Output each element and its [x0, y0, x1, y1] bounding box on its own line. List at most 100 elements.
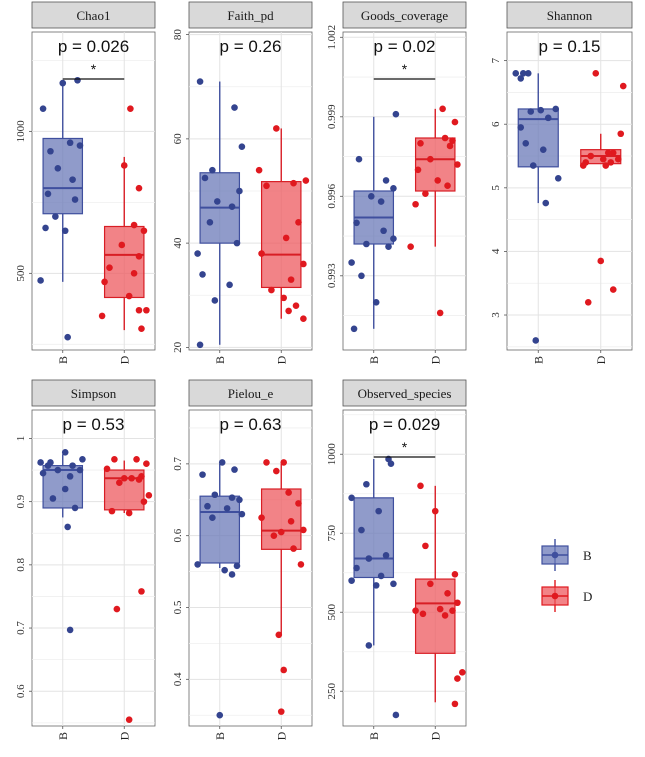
y-tick-label: 500: [15, 265, 27, 282]
y-tick-label: 0.6: [172, 528, 184, 542]
plot-area: [506, 31, 633, 351]
data-point-B: [54, 164, 62, 172]
x-tick-label: D: [594, 355, 608, 364]
data-point-B: [542, 199, 550, 207]
y-tick-label: 3: [490, 312, 502, 318]
data-point-D: [414, 166, 422, 174]
box-B: [42, 465, 84, 509]
data-point-B: [233, 562, 241, 570]
significance-star: *: [402, 61, 408, 77]
data-point-B: [61, 449, 69, 456]
data-point-B: [537, 106, 545, 114]
data-point-B: [69, 462, 76, 469]
data-point-D: [145, 492, 153, 499]
data-point-D: [604, 149, 612, 157]
data-point-D: [263, 182, 270, 190]
y-tick-label: 60: [172, 133, 184, 145]
y-tick-label: 0.9: [15, 494, 27, 508]
data-point-D: [140, 498, 148, 505]
data-point-B: [377, 198, 385, 205]
p-value: p = 0.026: [58, 37, 129, 56]
y-tick-label: 5: [490, 185, 502, 191]
data-point-B: [390, 235, 397, 242]
p-value: p = 0.02: [374, 37, 436, 56]
x-tick-label: D: [274, 355, 288, 364]
data-point-B: [353, 564, 360, 572]
data-point-D: [290, 545, 297, 552]
y-tick-label: 1: [15, 436, 27, 442]
data-point-D: [579, 162, 587, 169]
data-point-D: [592, 70, 600, 77]
data-point-B: [355, 155, 363, 163]
data-point-D: [300, 260, 307, 268]
data-point-B: [519, 70, 527, 77]
data-point-B: [552, 105, 560, 113]
data-point-D: [412, 200, 419, 208]
data-point-D: [292, 302, 300, 309]
data-point-D: [449, 137, 456, 144]
p-value: p = 0.53: [63, 415, 125, 434]
data-point-D: [275, 631, 283, 639]
data-point-B: [49, 495, 57, 502]
strip-label: Simpson: [71, 386, 117, 401]
data-point-D: [300, 526, 307, 534]
data-point-B: [527, 108, 535, 115]
data-point-D: [451, 571, 459, 578]
data-point-D: [614, 155, 622, 163]
x-tick-label: D: [428, 355, 442, 364]
data-point-B: [390, 185, 397, 192]
data-point-D: [602, 162, 610, 169]
data-point-B: [228, 571, 236, 578]
data-point-B: [71, 504, 79, 512]
data-point-D: [140, 227, 148, 235]
data-point-D: [417, 140, 424, 147]
data-point-B: [79, 455, 86, 463]
data-point-B: [223, 505, 231, 512]
y-tick-label: 40: [172, 237, 184, 249]
data-point-D: [125, 716, 133, 723]
data-point-D: [412, 607, 419, 614]
data-point-B: [66, 626, 74, 634]
data-point-D: [607, 159, 615, 166]
data-point-D: [273, 467, 280, 475]
data-point-D: [459, 668, 466, 676]
y-tick-label: 500: [326, 603, 338, 620]
y-tick-label: 80: [172, 29, 184, 41]
data-point-D: [422, 190, 429, 197]
data-point-B: [211, 491, 219, 499]
data-point-D: [441, 134, 449, 142]
data-point-D: [270, 532, 278, 539]
data-point-D: [135, 253, 143, 260]
strip: [188, 379, 313, 407]
data-point-B: [382, 177, 390, 184]
y-tick-label: 0.6: [15, 684, 27, 698]
p-value: p = 0.15: [539, 37, 601, 56]
y-tick-label: 0.8: [15, 557, 27, 571]
data-point-B: [348, 577, 355, 584]
data-point-B: [385, 243, 392, 250]
data-point-B: [358, 272, 365, 280]
data-point-B: [42, 224, 49, 232]
panel-chao1: Chao1 500 1000 p = 0.026 * B D: [15, 1, 156, 364]
data-point-B: [209, 166, 216, 174]
data-point-B: [44, 190, 52, 198]
data-point-D: [258, 514, 265, 522]
x-tick-label: B: [367, 732, 381, 740]
data-point-D: [431, 507, 439, 515]
data-point-B: [231, 104, 238, 111]
panel-observed_species: Observed_species 250 500 750 1000 p = 0.029 * B…: [326, 379, 467, 740]
x-tick-label: B: [56, 356, 70, 364]
data-point-B: [375, 507, 382, 515]
strip: [506, 1, 633, 29]
data-point-B: [231, 466, 238, 473]
data-point-B: [199, 271, 206, 278]
data-point-D: [584, 299, 592, 306]
data-point-B: [348, 259, 355, 266]
legend-key-point: [551, 592, 559, 600]
data-point-D: [419, 610, 427, 618]
data-point-B: [61, 227, 69, 235]
x-tick-label: D: [274, 731, 288, 740]
data-point-D: [118, 241, 126, 249]
p-value: p = 0.63: [220, 415, 282, 434]
data-point-D: [280, 666, 288, 674]
